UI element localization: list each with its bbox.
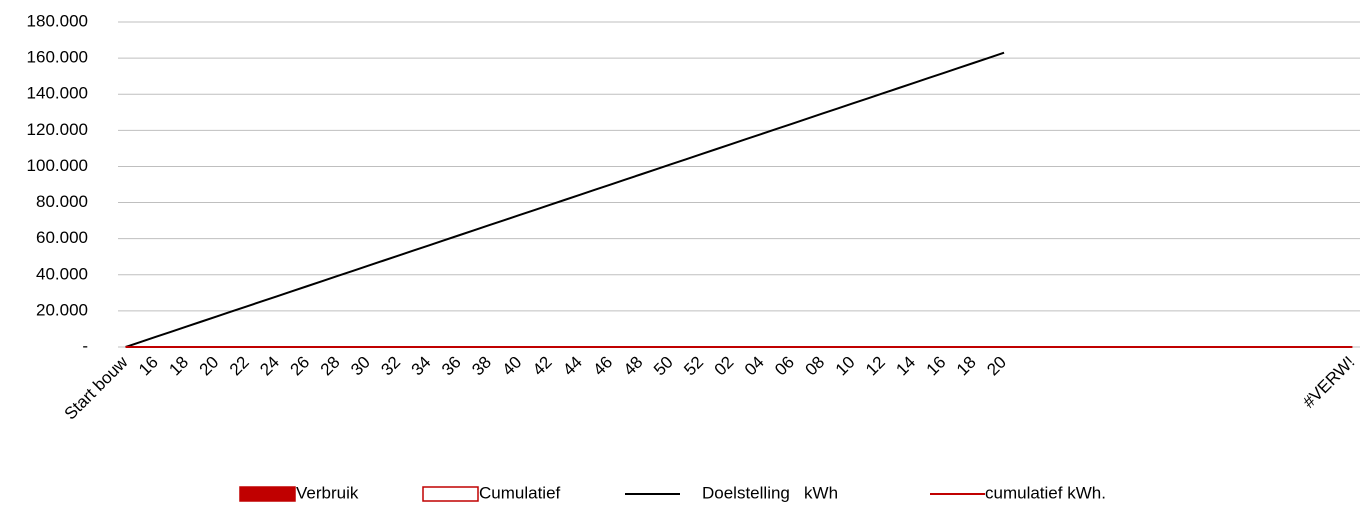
- y-tick-label: 140.000: [27, 84, 88, 103]
- x-tick-label: 20: [196, 353, 223, 380]
- legend-swatch: [239, 486, 296, 502]
- x-tick-label: 02: [711, 353, 738, 380]
- x-tick-label: 34: [408, 353, 435, 380]
- x-tick-label: 22: [226, 353, 253, 380]
- x-tick-label: 44: [559, 353, 586, 380]
- x-tick-label: 46: [589, 353, 616, 380]
- y-tick-label: 120.000: [27, 120, 88, 139]
- x-tick-label: 30: [347, 353, 374, 380]
- y-tick-label: -: [82, 336, 88, 355]
- legend-label: cumulatief kWh.: [985, 483, 1106, 502]
- x-tick-label: #VERW!: [1299, 353, 1358, 412]
- x-tick-label: 52: [680, 353, 707, 380]
- x-tick-label: 08: [801, 353, 828, 380]
- x-tick-label: 48: [620, 353, 647, 380]
- line-series: [125, 51, 1005, 348]
- x-tick-label: 42: [529, 353, 556, 380]
- y-tick-label: 180.000: [27, 11, 88, 30]
- y-tick-label: 80.000: [36, 192, 88, 211]
- y-tick-label: 100.000: [27, 156, 88, 175]
- x-tick-label: 20: [983, 353, 1010, 380]
- x-tick-label: 10: [832, 353, 859, 380]
- x-tick-label: Start bouw: [61, 352, 132, 423]
- y-tick-label: 40.000: [36, 264, 88, 283]
- legend-label: Cumulatief: [479, 483, 561, 502]
- x-tick-label: 14: [892, 353, 919, 380]
- y-tick-label: 20.000: [36, 300, 88, 319]
- y-tick-label: 160.000: [27, 48, 88, 67]
- x-tick-label: 24: [256, 353, 283, 380]
- x-tick-label: 36: [438, 353, 465, 380]
- x-tick-label: 16: [923, 353, 950, 380]
- x-tick-label: 32: [377, 353, 404, 380]
- x-tick-label: 28: [317, 353, 344, 380]
- legend-swatch: [422, 486, 479, 502]
- y-tick-label: 60.000: [36, 228, 88, 247]
- x-tick-label: 06: [771, 353, 798, 380]
- x-tick-label: 12: [862, 353, 889, 380]
- x-tick-label: 16: [135, 353, 162, 380]
- x-tick-label: 26: [287, 353, 314, 380]
- x-tick-label: 18: [953, 353, 980, 380]
- x-tick-label: 04: [741, 353, 768, 380]
- x-tick-label: 50: [650, 353, 677, 380]
- legend-label: Verbruik: [296, 483, 359, 502]
- x-tick-label: 38: [468, 353, 495, 380]
- x-tick-label: 40: [499, 353, 526, 380]
- legend-label: Doelstelling kWh: [702, 483, 838, 502]
- x-tick-label: 18: [165, 353, 192, 380]
